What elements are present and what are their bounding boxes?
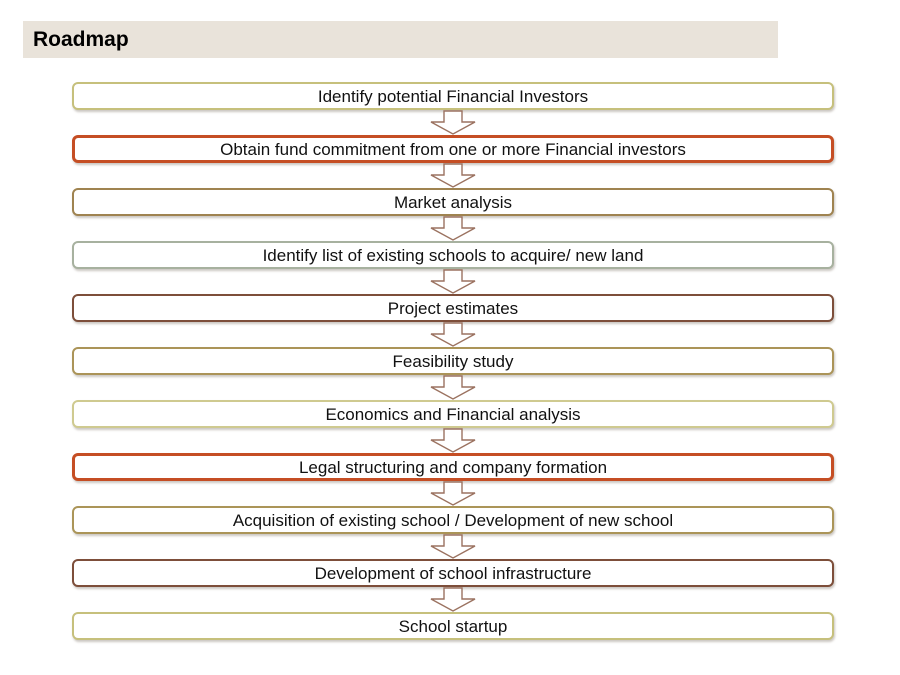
- flow-step-box: Acquisition of existing school / Develop…: [72, 506, 834, 534]
- down-arrow-icon: [72, 481, 834, 506]
- down-arrow-icon: [72, 110, 834, 135]
- flow-step: Identify potential Financial Investors: [72, 82, 834, 135]
- flow-step: Legal structuring and company formation: [72, 453, 834, 506]
- flow-step: Acquisition of existing school / Develop…: [72, 506, 834, 559]
- flow-step: Economics and Financial analysis: [72, 400, 834, 453]
- down-arrow-icon: [72, 216, 834, 241]
- flow-step-label: Obtain fund commitment from one or more …: [220, 139, 686, 159]
- flow-step-box: Project estimates: [72, 294, 834, 322]
- down-arrow-icon: [72, 269, 834, 294]
- flow-step-box: Identify potential Financial Investors: [72, 82, 834, 110]
- flow-step-label: Identify potential Financial Investors: [317, 86, 589, 106]
- flow-step-label: Acquisition of existing school / Develop…: [232, 510, 674, 530]
- flow-step-label: Economics and Financial analysis: [325, 404, 581, 424]
- flow-step-label: Feasibility study: [392, 351, 514, 371]
- flow-step-box: Economics and Financial analysis: [72, 400, 834, 428]
- flow-step: School startup: [72, 612, 834, 640]
- flow-step-label: Market analysis: [393, 192, 513, 212]
- flow-step-label: School startup: [398, 616, 508, 636]
- flow-step-label: Development of school infrastructure: [314, 563, 592, 583]
- flow-step: Feasibility study: [72, 347, 834, 400]
- down-arrow-icon: [72, 322, 834, 347]
- page-title: Roadmap: [33, 27, 129, 51]
- flow-step: Identify list of existing schools to acq…: [72, 241, 834, 294]
- title-bar: Roadmap: [23, 21, 778, 58]
- roadmap-flow: Identify potential Financial Investors O…: [72, 82, 834, 640]
- flow-step-box: Market analysis: [72, 188, 834, 216]
- flow-step: Obtain fund commitment from one or more …: [72, 135, 834, 188]
- flow-step: Project estimates: [72, 294, 834, 347]
- down-arrow-icon: [72, 534, 834, 559]
- flow-step-box: Feasibility study: [72, 347, 834, 375]
- flow-step-label: Legal structuring and company formation: [298, 457, 608, 477]
- flow-step-box: School startup: [72, 612, 834, 640]
- flow-step-box: Obtain fund commitment from one or more …: [72, 135, 834, 163]
- down-arrow-icon: [72, 587, 834, 612]
- flow-step-box: Development of school infrastructure: [72, 559, 834, 587]
- flow-step-box: Identify list of existing schools to acq…: [72, 241, 834, 269]
- down-arrow-icon: [72, 163, 834, 188]
- flow-step-label: Project estimates: [387, 298, 519, 318]
- flow-step: Market analysis: [72, 188, 834, 241]
- flow-step: Development of school infrastructure: [72, 559, 834, 612]
- flow-step-label: Identify list of existing schools to acq…: [262, 245, 644, 265]
- down-arrow-icon: [72, 428, 834, 453]
- flow-step-box: Legal structuring and company formation: [72, 453, 834, 481]
- down-arrow-icon: [72, 375, 834, 400]
